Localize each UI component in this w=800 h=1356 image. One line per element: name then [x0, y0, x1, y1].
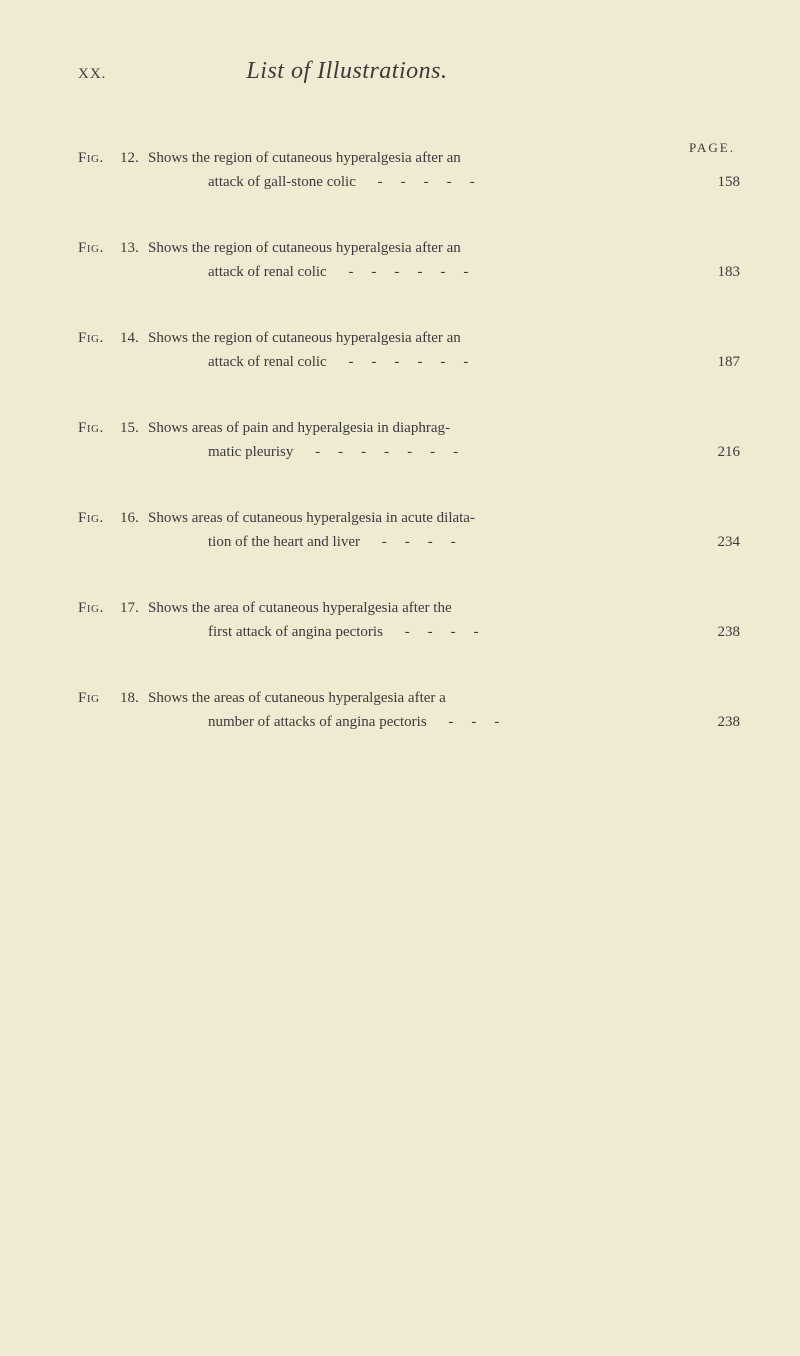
page-title: List of Illustrations.	[246, 58, 447, 85]
fig-label: Fig.	[78, 236, 120, 260]
entry-description-cont: number of attacks of angina pectoris ---	[208, 710, 700, 734]
page-reference: 183	[700, 260, 740, 284]
entry-description-cont: matic pleurisy -------	[208, 440, 700, 464]
page-reference: 158	[700, 170, 740, 194]
page-reference: 238	[700, 710, 740, 734]
list-entry: Fig. 15. Shows areas of pain and hyperal…	[78, 416, 740, 464]
header: XX. List of Illustrations.	[78, 58, 740, 85]
entry-line-1: Fig. 15. Shows areas of pain and hyperal…	[78, 416, 740, 440]
entry-line-2: number of attacks of angina pectoris ---…	[78, 710, 740, 734]
list-entry: Fig. 14. Shows the region of cutaneous h…	[78, 326, 740, 374]
entry-line-2: matic pleurisy ------- 216	[78, 440, 740, 464]
entry-description: Shows the region of cutaneous hyperalges…	[148, 236, 740, 260]
entry-line-2: attack of renal colic ------ 183	[78, 260, 740, 284]
list-entry: Fig. 17. Shows the area of cutaneous hyp…	[78, 596, 740, 644]
leader-dashes: ---	[430, 714, 517, 730]
page-reference: 238	[700, 620, 740, 644]
leader-dashes: -----	[360, 174, 493, 190]
fig-label: Fig.	[78, 416, 120, 440]
page-number-roman: XX.	[78, 66, 106, 83]
leader-dashes: ----	[387, 624, 497, 640]
entry-line-1: Fig 18. Shows the areas of cutaneous hyp…	[78, 686, 740, 710]
entry-description: Shows the area of cutaneous hyperalgesia…	[148, 596, 740, 620]
entry-description: Shows the region of cutaneous hyperalges…	[148, 326, 740, 350]
fig-label: Fig.	[78, 146, 120, 170]
entry-description: Shows the areas of cutaneous hyperalgesi…	[148, 686, 740, 710]
list-entry: Fig. 13. Shows the region of cutaneous h…	[78, 236, 740, 284]
leader-dashes: ------	[330, 354, 486, 370]
list-entry: Fig 18. Shows the areas of cutaneous hyp…	[78, 686, 740, 734]
entry-line-2: first attack of angina pectoris ---- 238	[78, 620, 740, 644]
entry-description: Shows areas of pain and hyperalgesia in …	[148, 416, 740, 440]
entry-line-2: attack of gall-stone colic ----- 158	[78, 170, 740, 194]
fig-number: 16.	[120, 506, 148, 530]
fig-number: 18.	[120, 686, 148, 710]
entry-description-cont: attack of renal colic ------	[208, 260, 700, 284]
fig-label: Fig.	[78, 506, 120, 530]
entry-description-cont: attack of renal colic ------	[208, 350, 700, 374]
entry-line-2: attack of renal colic ------ 187	[78, 350, 740, 374]
leader-dashes: ------	[330, 264, 486, 280]
entry-description: Shows the region of cutaneous hyperalges…	[148, 146, 740, 170]
list-entry: Fig. 16. Shows areas of cutaneous hypera…	[78, 506, 740, 554]
page-reference: 216	[700, 440, 740, 464]
fig-label: Fig	[78, 686, 120, 710]
fig-number: 14.	[120, 326, 148, 350]
entry-description-cont: attack of gall-stone colic -----	[208, 170, 700, 194]
page-reference: 234	[700, 530, 740, 554]
list-entry: Fig. 12. Shows the region of cutaneous h…	[78, 146, 740, 194]
entry-line-1: Fig. 13. Shows the region of cutaneous h…	[78, 236, 740, 260]
page-reference: 187	[700, 350, 740, 374]
entry-line-1: Fig. 14. Shows the region of cutaneous h…	[78, 326, 740, 350]
fig-number: 17.	[120, 596, 148, 620]
fig-label: Fig.	[78, 596, 120, 620]
entry-line-1: Fig. 17. Shows the area of cutaneous hyp…	[78, 596, 740, 620]
fig-number: 15.	[120, 416, 148, 440]
entry-line-1: Fig. 12. Shows the region of cutaneous h…	[78, 146, 740, 170]
leader-dashes: -------	[297, 444, 476, 460]
fig-number: 12.	[120, 146, 148, 170]
entry-description: Shows areas of cutaneous hyperalgesia in…	[148, 506, 740, 530]
fig-label: Fig.	[78, 326, 120, 350]
entry-line-2: tion of the heart and liver ---- 234	[78, 530, 740, 554]
entry-description-cont: first attack of angina pectoris ----	[208, 620, 700, 644]
entry-description-cont: tion of the heart and liver ----	[208, 530, 700, 554]
entry-line-1: Fig. 16. Shows areas of cutaneous hypera…	[78, 506, 740, 530]
leader-dashes: ----	[364, 534, 474, 550]
fig-number: 13.	[120, 236, 148, 260]
